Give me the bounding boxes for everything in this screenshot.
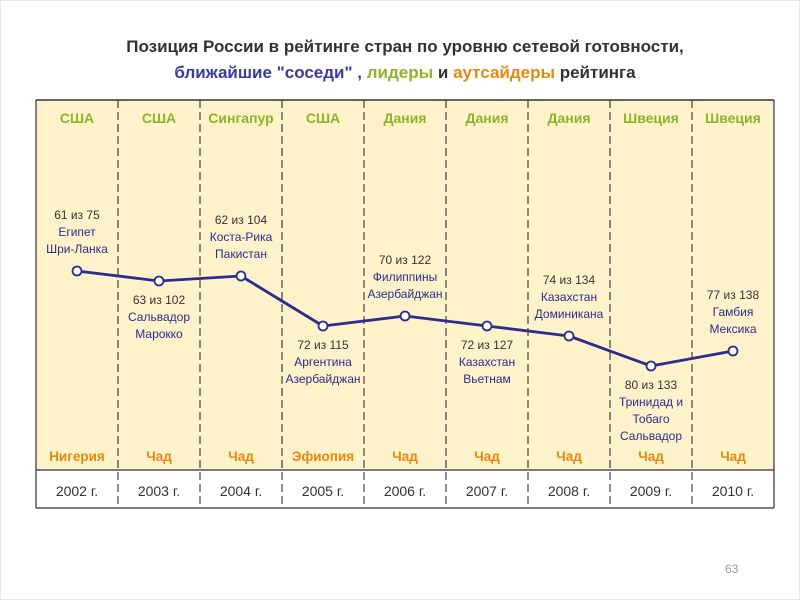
year-row-background: [36, 470, 774, 510]
leader-country-label: США: [142, 110, 176, 126]
neighbor-country-label: Аргентина: [294, 355, 352, 369]
neighbor-country-label: Коста-Рика: [210, 230, 273, 244]
outsider-country-label: Чад: [556, 449, 582, 464]
x-tick-label: 2002 г.: [56, 483, 98, 499]
x-tick-label: 2006 г.: [384, 483, 426, 499]
data-point: [153, 275, 165, 287]
title-rating-text: рейтинга: [555, 63, 636, 82]
outsider-country-label: Чад: [146, 449, 172, 464]
rank-label: 70 из 122: [379, 253, 432, 267]
title-outsiders-text: аутсайдеры: [453, 63, 555, 82]
neighbor-country-label: Марокко: [135, 327, 183, 341]
chart-title-line-2: ближайшие "соседи" , лидеры и аутсайдеры…: [33, 61, 777, 85]
page-number: 63: [725, 562, 739, 576]
x-tick-label: 2007 г.: [466, 483, 508, 499]
rank-label: 61 из 75: [54, 208, 100, 222]
rank-label: 62 из 104: [215, 213, 268, 227]
leader-country-label: Дания: [548, 110, 591, 126]
leader-country-label: Сингапур: [208, 110, 273, 126]
chart-title-line-1: Позиция России в рейтинге стран по уровн…: [126, 37, 684, 56]
outsider-country-label: Чад: [638, 449, 664, 464]
neighbor-country-label: Пакистан: [215, 247, 267, 261]
x-tick-label: 2009 г.: [630, 483, 672, 499]
x-tick-label: 2003 г.: [138, 483, 180, 499]
neighbor-country-label: Тринидад и: [619, 395, 683, 409]
outsider-country-label: Чад: [228, 449, 254, 464]
neighbor-country-label: Мексика: [709, 322, 756, 336]
x-tick-label: 2004 г.: [220, 483, 262, 499]
chart-figure: Позиция России в рейтинге стран по уровн…: [33, 23, 777, 538]
title-neighbors-text: ближайшие "соседи" ,: [174, 63, 367, 82]
neighbor-country-label: Тобаго: [632, 412, 669, 426]
leader-country-label: Дания: [384, 110, 427, 126]
x-tick-label: 2005 г.: [302, 483, 344, 499]
data-point: [727, 345, 739, 357]
title-leaders-text: лидеры: [366, 63, 434, 82]
data-point: [645, 360, 657, 372]
neighbor-country-label: Азербайджан: [285, 372, 360, 386]
neighbor-country-label: Филиппины: [373, 270, 437, 284]
neighbor-country-label: Египет: [58, 225, 96, 239]
outsider-country-label: Эфиопия: [292, 449, 354, 464]
neighbor-country-label: Шри-Ланка: [46, 242, 108, 256]
outsider-country-label: Нигерия: [49, 449, 105, 464]
neighbor-country-label: Азербайджан: [367, 287, 442, 301]
neighbor-country-label: Казахстан: [541, 290, 597, 304]
neighbor-country-label: Сальвадор: [620, 429, 682, 443]
chart-plot: 61 из 75 Египет Шри-Ланка 63 из 102 Сальвадо…: [35, 99, 775, 510]
leader-country-label: Швеция: [705, 110, 761, 126]
rank-label: 74 из 134: [543, 273, 596, 287]
data-point: [317, 320, 329, 332]
outsider-country-label: Чад: [392, 449, 418, 464]
rank-label: 77 из 138: [707, 288, 760, 302]
title-and-text: и: [433, 63, 454, 82]
neighbor-country-label: Вьетнам: [463, 372, 511, 386]
data-point: [235, 270, 247, 282]
rank-label: 72 из 127: [461, 338, 514, 352]
leader-country-label: США: [60, 110, 94, 126]
rank-label: 80 из 133: [625, 378, 678, 392]
neighbor-country-label: Гамбия: [713, 305, 754, 319]
neighbor-country-label: Доминикана: [535, 307, 604, 321]
neighbor-country-label: Сальвадор: [128, 310, 190, 324]
rank-label: 63 из 102: [133, 293, 186, 307]
x-tick-label: 2010 г.: [712, 483, 754, 499]
neighbor-country-label: Казахстан: [459, 355, 515, 369]
data-point: [399, 310, 411, 322]
leader-country-label: Швеция: [623, 110, 679, 126]
data-point: [481, 320, 493, 332]
leader-country-label: Дания: [466, 110, 509, 126]
x-tick-label: 2008 г.: [548, 483, 590, 499]
outsider-country-label: Чад: [474, 449, 500, 464]
data-point: [71, 265, 83, 277]
data-point: [563, 330, 575, 342]
leader-country-label: США: [306, 110, 340, 126]
rank-label: 72 из 115: [297, 338, 349, 352]
outsider-country-label: Чад: [720, 449, 746, 464]
